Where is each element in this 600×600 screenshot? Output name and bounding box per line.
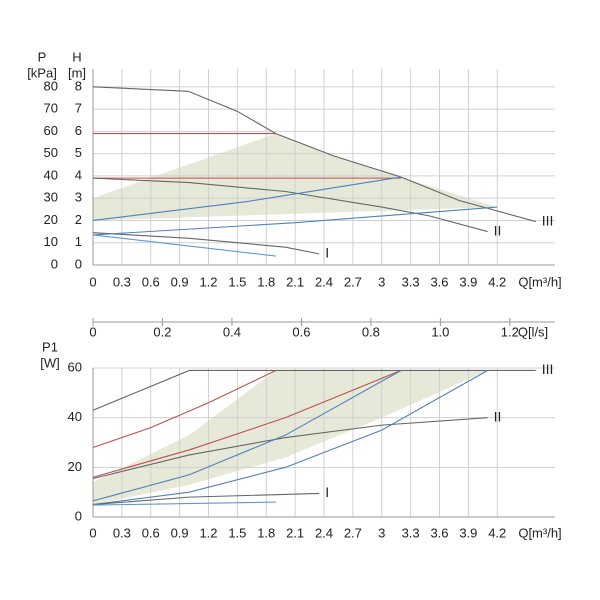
y-tick-label: 4 xyxy=(75,167,82,182)
y-axis-label: H xyxy=(72,49,81,64)
y-tick-label: 0 xyxy=(75,508,82,523)
y-tick-label: 40 xyxy=(68,409,82,424)
x-axis-label: Q[m³/h] xyxy=(518,274,561,289)
curve-label: I xyxy=(325,484,329,500)
y2-tick-label: 30 xyxy=(44,190,58,205)
x-tick-label: 3.6 xyxy=(430,274,448,289)
x-tick-label: 4.2 xyxy=(488,525,506,540)
curve xyxy=(92,177,488,233)
y-tick-label: 8 xyxy=(75,78,82,93)
curve-label: II xyxy=(494,408,502,424)
curve-label: III xyxy=(542,361,554,377)
curve xyxy=(92,176,402,222)
x-tick-label: 0.6 xyxy=(142,525,160,540)
y-tick-label: 2 xyxy=(75,212,82,227)
x-tick-label: 0 xyxy=(89,525,96,540)
y-tick-label: 7 xyxy=(75,101,82,116)
y-tick-label: 60 xyxy=(68,359,82,374)
curve xyxy=(92,370,402,502)
x-tick-label: 1.5 xyxy=(228,525,246,540)
y-axis-label: P1 xyxy=(42,339,58,354)
x-tick-label: 3.6 xyxy=(430,525,448,540)
x-tick-label: 0.9 xyxy=(171,274,189,289)
x-tick-label: 0 xyxy=(89,274,96,289)
curve-label: I xyxy=(325,245,329,261)
x2-tick-label: 0 xyxy=(89,324,96,339)
curve xyxy=(92,86,536,223)
y-tick-label: 0 xyxy=(75,256,82,271)
curve xyxy=(92,369,402,478)
x-tick-label: 0.9 xyxy=(171,525,189,540)
y2-tick-label: 10 xyxy=(44,234,58,249)
operating-area xyxy=(93,370,488,505)
x2-tick-label: 1.0 xyxy=(431,324,449,339)
x-tick-label: 2.7 xyxy=(344,274,362,289)
y-axis-unit: [m] xyxy=(68,65,86,80)
curve xyxy=(92,232,320,255)
curve xyxy=(92,417,488,480)
y2-axis-unit: [kPa] xyxy=(27,65,57,80)
y-axis-unit: [W] xyxy=(40,355,60,370)
x-tick-label: 0.3 xyxy=(113,274,131,289)
curve xyxy=(92,206,498,236)
x2-axis-label: Q[l/s] xyxy=(518,324,548,339)
y2-tick-label: 60 xyxy=(44,123,58,138)
x-axis-label: Q[m³/h] xyxy=(518,525,561,540)
curve xyxy=(92,234,276,257)
y2-tick-label: 70 xyxy=(44,101,58,116)
x-tick-label: 3 xyxy=(378,525,385,540)
x-tick-label: 1.2 xyxy=(199,525,217,540)
curve xyxy=(92,369,536,411)
curve xyxy=(92,370,488,506)
x-tick-label: 2.4 xyxy=(315,274,333,289)
x-tick-label: 2.1 xyxy=(286,525,304,540)
x-tick-label: 3.9 xyxy=(459,274,477,289)
x-tick-label: 0.6 xyxy=(142,274,160,289)
x-tick-label: 1.8 xyxy=(257,525,275,540)
y-tick-label: 20 xyxy=(68,459,82,474)
curve-label: II xyxy=(494,222,502,238)
y2-tick-label: 80 xyxy=(44,78,58,93)
y-tick-label: 5 xyxy=(75,145,82,160)
x2-tick-label: 0.6 xyxy=(292,324,310,339)
y-tick-label: 3 xyxy=(75,190,82,205)
x2-tick-label: 0.8 xyxy=(362,324,380,339)
y2-axis-label: P xyxy=(38,49,47,64)
x-tick-label: 3.3 xyxy=(402,525,420,540)
curve xyxy=(92,501,276,506)
x-tick-label: 2.1 xyxy=(286,274,304,289)
x-tick-label: 2.7 xyxy=(344,525,362,540)
x-tick-label: 2.4 xyxy=(315,525,333,540)
curve-label: III xyxy=(542,212,554,228)
y2-tick-label: 40 xyxy=(44,167,58,182)
x-tick-label: 3 xyxy=(378,274,385,289)
x-tick-label: 4.2 xyxy=(488,274,506,289)
x-tick-label: 1.2 xyxy=(199,274,217,289)
x-tick-label: 3.3 xyxy=(402,274,420,289)
y-tick-label: 1 xyxy=(75,234,82,249)
y2-tick-label: 0 xyxy=(51,256,58,271)
x-tick-label: 1.8 xyxy=(257,274,275,289)
y-tick-label: 6 xyxy=(75,123,82,138)
x2-tick-label: 0.4 xyxy=(223,324,241,339)
curve xyxy=(92,492,320,506)
x-tick-label: 1.5 xyxy=(228,274,246,289)
x-tick-label: 0.3 xyxy=(113,525,131,540)
y2-tick-label: 20 xyxy=(44,212,58,227)
x2-tick-label: 1.2 xyxy=(501,324,519,339)
curve xyxy=(92,369,277,448)
x-tick-label: 3.9 xyxy=(459,525,477,540)
y2-tick-label: 50 xyxy=(44,145,58,160)
x2-tick-label: 0.2 xyxy=(153,324,171,339)
